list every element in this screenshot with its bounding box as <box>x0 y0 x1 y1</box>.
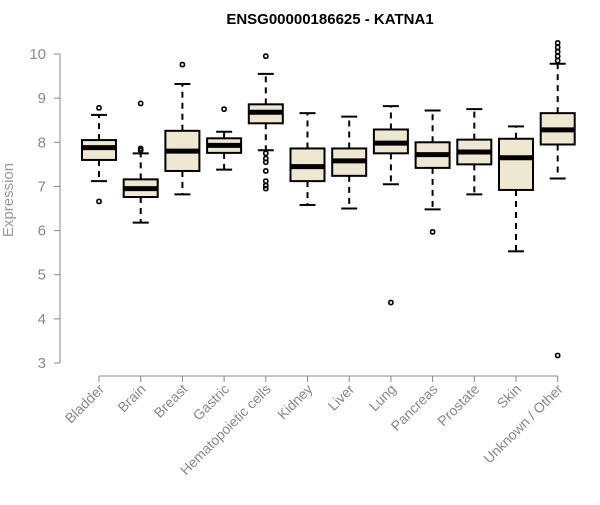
outlier-point <box>554 53 561 60</box>
outlier-point <box>96 105 102 111</box>
box-group <box>206 106 243 171</box>
y-tick-label: 7 <box>38 178 46 195</box>
box-group <box>498 125 534 253</box>
box-iqr <box>498 137 534 191</box>
box-group <box>122 100 159 224</box>
outlier-point <box>137 147 144 154</box>
box-group <box>331 115 368 210</box>
box-group <box>81 105 117 205</box>
outlier-point <box>554 40 561 46</box>
outlier-point <box>554 352 561 359</box>
chart-title: ENSG00000186625 - KATNA1 <box>226 11 433 28</box>
y-axis-label: Expression <box>0 163 17 237</box>
outlier-point <box>262 150 269 157</box>
y-tick-label: 10 <box>29 46 46 63</box>
outlier-point <box>137 100 144 107</box>
outlier-point <box>554 44 561 51</box>
y-tick-label: 4 <box>38 311 46 328</box>
x-tick-label: Prostate <box>434 381 482 429</box>
outlier-point <box>179 61 186 68</box>
x-tick-label: Skin <box>494 381 525 412</box>
outlier-point <box>262 53 269 60</box>
y-tick-label: 8 <box>38 134 46 151</box>
y-tick-label: 9 <box>38 90 46 107</box>
outlier-point <box>96 198 102 205</box>
box-group <box>164 61 201 196</box>
outlier-point <box>388 299 394 306</box>
box-group <box>456 108 493 196</box>
outlier-point <box>262 178 269 184</box>
x-tick-label: Liver <box>325 381 358 414</box>
box-group <box>247 53 284 192</box>
plot-area <box>81 40 576 359</box>
box-group <box>289 112 326 206</box>
y-tick-label: 6 <box>38 223 46 240</box>
outlier-point <box>262 182 269 189</box>
x-tick-label: Unknown / Other <box>480 381 566 467</box>
box-group <box>539 40 576 359</box>
x-tick-label: Breast <box>151 381 191 421</box>
x-tick-label: Brain <box>114 381 148 415</box>
outlier-point <box>554 48 561 55</box>
y-tick-label: 3 <box>38 355 46 372</box>
box-group <box>414 109 451 235</box>
outlier-point <box>429 229 436 235</box>
x-tick-label: Bladder <box>62 381 108 427</box>
y-tick-label: 5 <box>38 267 46 284</box>
x-tick-label: Kidney <box>274 381 316 423</box>
x-tick-label: Lung <box>366 381 399 414</box>
outlier-point <box>262 168 269 174</box>
outlier-point <box>554 57 561 64</box>
box-group <box>372 105 409 306</box>
outlier-point <box>262 185 269 192</box>
outlier-point <box>221 106 227 112</box>
outlier-point <box>262 159 269 165</box>
